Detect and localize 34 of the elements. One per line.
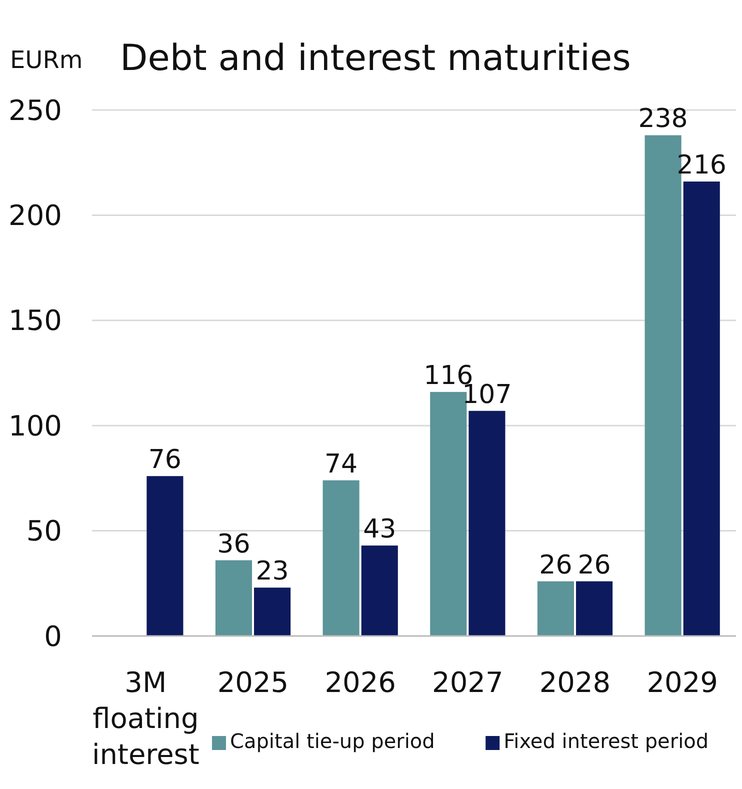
- bar: [361, 546, 398, 636]
- data-label: 74: [324, 449, 358, 480]
- x-tick-label: 2028: [539, 666, 611, 699]
- bar: [576, 581, 613, 636]
- bar: [322, 480, 360, 636]
- legend-label: Capital tie-up period: [230, 729, 435, 753]
- y-tick-label: 200: [8, 199, 62, 232]
- data-label: 23: [256, 556, 289, 587]
- y-tick-label: 250: [8, 94, 62, 127]
- y-axis-title: EURm: [10, 46, 83, 74]
- data-label: 36: [217, 529, 250, 560]
- y-tick-label: 150: [8, 304, 62, 338]
- y-tick-label: 0: [44, 620, 62, 653]
- bar: [146, 476, 184, 636]
- bar: [430, 392, 467, 636]
- data-label: 43: [363, 514, 396, 545]
- chart-title: Debt and interest maturities: [120, 38, 631, 79]
- bar: [683, 182, 720, 636]
- bar: [537, 581, 574, 636]
- bar: [215, 560, 252, 636]
- y-tick-label: 50: [26, 514, 62, 548]
- data-label: 238: [638, 104, 688, 134]
- bar: [254, 588, 291, 636]
- data-label: 26: [539, 550, 572, 580]
- data-label: 76: [148, 445, 182, 476]
- x-tick-label: 2026: [324, 666, 396, 699]
- legend-label: Fixed interest period: [504, 729, 709, 753]
- data-label: 26: [578, 550, 611, 580]
- x-tick-label: 2027: [432, 666, 504, 699]
- bar: [468, 410, 506, 636]
- x-tick-label: 2029: [646, 666, 718, 699]
- y-tick-label: 100: [8, 409, 62, 442]
- x-tick-label: 2025: [217, 666, 289, 699]
- x-tick-label: 3M floating interest: [92, 666, 200, 771]
